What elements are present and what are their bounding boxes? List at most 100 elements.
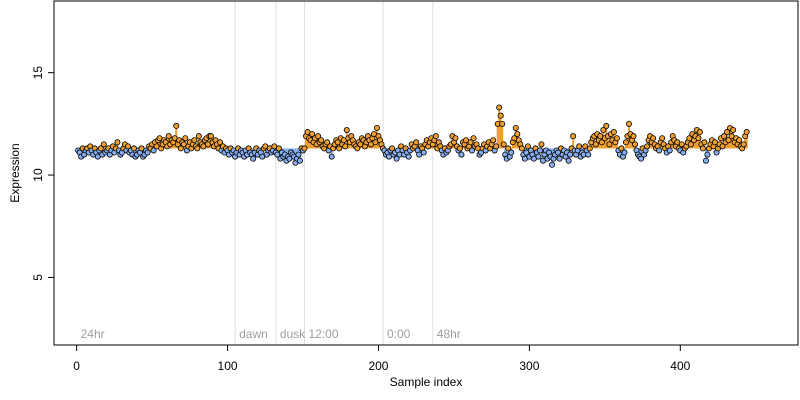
data-point [606, 141, 613, 148]
x-tick-label: 100 [218, 359, 238, 373]
data-point [458, 151, 465, 158]
data-point [549, 161, 556, 168]
data-point [497, 112, 504, 119]
data-point [393, 155, 400, 162]
data-point [638, 155, 645, 162]
section-labels: 24hr dawn dusk 12:00 0:00 48hr [81, 327, 461, 341]
data-point [296, 157, 303, 164]
data-point [420, 149, 427, 156]
data-point [342, 143, 349, 150]
data-point [666, 147, 673, 154]
data-point [469, 147, 476, 154]
data-point [505, 145, 512, 152]
x-tick-label: 0 [73, 359, 80, 373]
data-point [512, 124, 519, 131]
data-point [725, 137, 732, 144]
data-point [570, 133, 577, 140]
data-point [493, 143, 500, 150]
data-point [538, 141, 545, 148]
x-tick-label: 200 [368, 359, 388, 373]
data-point [100, 141, 107, 148]
data-point [343, 127, 350, 134]
data-point [613, 135, 620, 142]
data-point [625, 120, 632, 127]
data-point [309, 131, 316, 138]
data-point [644, 143, 651, 150]
data-point [389, 145, 396, 152]
data-point [432, 133, 439, 140]
data-point [630, 133, 637, 140]
section-label: 24hr [81, 327, 105, 341]
section-dividers [234, 1, 434, 345]
data-point [124, 143, 131, 150]
plot-frame [53, 0, 799, 346]
data-point [621, 149, 628, 156]
data-point [699, 145, 706, 152]
data-point [114, 139, 121, 146]
y-tick-label: 15 [31, 66, 45, 80]
data-point [452, 135, 459, 142]
data-point [701, 139, 708, 146]
data-point [456, 145, 463, 152]
data-point [500, 141, 507, 148]
data-point [535, 153, 542, 160]
data-point [165, 133, 172, 140]
data-point [373, 124, 380, 131]
data-points [75, 104, 750, 168]
x-tick-label: 400 [670, 359, 690, 373]
data-point [567, 151, 574, 158]
data-point [514, 131, 521, 138]
data-point [217, 139, 224, 146]
data-point [618, 145, 625, 152]
data-point [740, 141, 747, 148]
data-point [405, 153, 412, 160]
data-point [318, 137, 325, 144]
data-point [524, 143, 531, 150]
data-point [301, 145, 308, 152]
x-tick-label: 300 [519, 359, 539, 373]
data-point [315, 133, 322, 140]
data-point [576, 143, 583, 150]
data-point [632, 141, 639, 148]
data-point [328, 153, 335, 160]
data-point [585, 151, 592, 158]
data-point [592, 141, 599, 148]
data-point [413, 139, 420, 146]
data-point [743, 129, 750, 136]
data-point [508, 149, 515, 156]
data-point [275, 145, 282, 152]
section-label: 12:00 [309, 327, 339, 341]
data-point [324, 139, 331, 146]
data-point [730, 127, 737, 134]
data-point [150, 147, 157, 154]
data-point [736, 137, 743, 144]
data-point [499, 120, 506, 127]
data-point [467, 139, 474, 146]
data-point [496, 104, 503, 111]
data-point [696, 129, 703, 136]
data-point [695, 135, 702, 142]
data-point [182, 135, 189, 142]
section-label: dawn [239, 327, 268, 341]
data-point [656, 147, 663, 154]
data-point [173, 122, 180, 129]
data-point [177, 145, 184, 152]
data-point [600, 127, 607, 134]
section-label: 48hr [437, 327, 461, 341]
data-point [659, 135, 666, 142]
x-axis: 0 100 200 300 400 [73, 345, 691, 373]
data-point [518, 145, 525, 152]
y-axis: 5 10 15 [31, 66, 54, 281]
data-point [650, 135, 657, 142]
data-point [195, 133, 202, 140]
data-point [207, 133, 214, 140]
data-point [194, 145, 201, 152]
data-point [702, 157, 709, 164]
data-point [622, 139, 629, 146]
data-point [687, 141, 694, 148]
data-point [336, 145, 343, 152]
data-point [250, 155, 257, 162]
data-point [97, 145, 104, 152]
